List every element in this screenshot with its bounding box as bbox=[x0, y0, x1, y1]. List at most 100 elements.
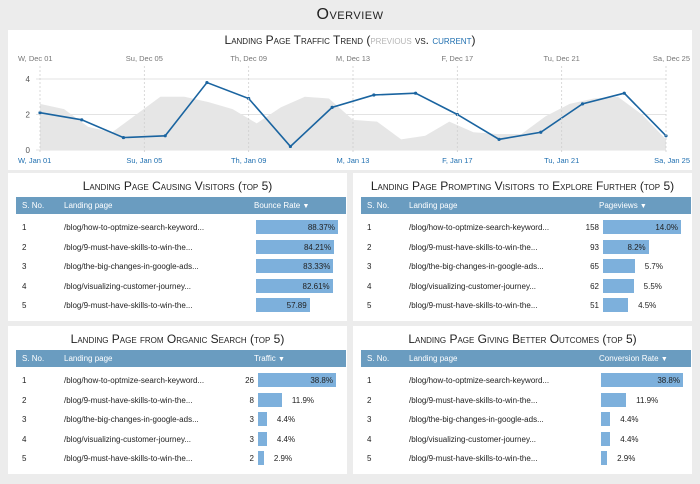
row-landing-page-link[interactable]: /blog/how-to-optmize-search-keyword... bbox=[64, 376, 205, 385]
row-landing-page-link[interactable]: /blog/visualizing-customer-journey... bbox=[64, 281, 192, 291]
current-x-tick-label: F, Jan 17 bbox=[442, 156, 472, 165]
current-point[interactable] bbox=[80, 118, 84, 122]
row-landing-page-link[interactable]: /blog/visualizing-customer-journey... bbox=[64, 434, 192, 444]
row-value-label: 4.4% bbox=[620, 415, 639, 424]
row-landing-page-link[interactable]: /blog/the-big-changes-in-google-ads... bbox=[64, 262, 199, 271]
row-count: 2 bbox=[249, 454, 254, 463]
row-landing-page-link[interactable]: /blog/9-must-have-skills-to-win-the... bbox=[409, 454, 538, 463]
row-sno: 5 bbox=[22, 454, 27, 463]
y-tick-label: 4 bbox=[26, 75, 31, 84]
row-landing-page-link[interactable]: /blog/9-must-have-skills-to-win-the... bbox=[409, 301, 538, 310]
current-point[interactable] bbox=[121, 135, 126, 140]
traffic-trend-title: Landing Page Traffic Trend (previous vs.… bbox=[8, 33, 692, 47]
current-x-tick-label: Su, Jan 05 bbox=[126, 156, 162, 165]
current-point[interactable] bbox=[539, 130, 543, 134]
col-metric-header[interactable]: Bounce Rate ▼ bbox=[254, 201, 309, 210]
row-value-label: 2.9% bbox=[273, 454, 293, 463]
table-row: 2 /blog/9-must-have-skills-to-win-the...… bbox=[361, 390, 691, 410]
col-metric-header[interactable]: Pageviews ▼ bbox=[599, 201, 647, 210]
table-row: 3 /blog/the-big-changes-in-google-ads...… bbox=[16, 409, 346, 429]
current-point[interactable] bbox=[330, 105, 334, 109]
previous-x-tick-label: W, Dec 01 bbox=[18, 54, 53, 63]
row-value-bar bbox=[258, 392, 282, 407]
row-landing-page-link[interactable]: /blog/visualizing-customer-journey... bbox=[409, 434, 537, 444]
sort-desc-icon[interactable]: ▼ bbox=[302, 203, 310, 210]
row-landing-page-link[interactable]: /blog/how-to-optmize-search-keyword... bbox=[409, 376, 550, 385]
col-metric-header[interactable]: Conversion Rate ▼ bbox=[599, 354, 668, 363]
row-sno: 2 bbox=[367, 242, 372, 252]
traffic-trend-chart: 0 2 4 W, Dec 01 Su, Dec 05 Th, Dec 09 M, Dec 1… bbox=[18, 54, 690, 165]
row-sno: 1 bbox=[367, 223, 372, 232]
row-value-bar bbox=[601, 392, 627, 407]
trend-title-current: current bbox=[432, 33, 472, 47]
col-page-header: Landing page bbox=[409, 354, 458, 363]
row-sno: 3 bbox=[22, 415, 27, 424]
trend-title-vs: vs. bbox=[411, 33, 433, 47]
row-sno: 5 bbox=[367, 454, 372, 463]
conversion-rate-panel: Landing Page Giving Better Outcomes (top… bbox=[353, 326, 692, 474]
metric-header-label: Bounce Rate bbox=[254, 201, 301, 210]
row-count: 26 bbox=[245, 376, 254, 385]
row-sno: 5 bbox=[22, 301, 27, 310]
row-count: 65 bbox=[590, 262, 599, 271]
row-count: 158 bbox=[585, 223, 599, 232]
current-point[interactable] bbox=[163, 134, 167, 138]
current-point[interactable] bbox=[580, 102, 585, 106]
row-landing-page-link[interactable]: /blog/how-to-optmize-search-keyword... bbox=[64, 223, 205, 232]
row-landing-page-link[interactable]: /blog/9-must-have-skills-to-win-the... bbox=[64, 301, 193, 310]
table-row: 5 /blog/9-must-have-skills-to-win-the...… bbox=[361, 448, 691, 468]
row-landing-page-link[interactable]: /blog/9-must-have-skills-to-win-the... bbox=[409, 242, 538, 252]
previous-x-tick-label: Th, Dec 09 bbox=[230, 54, 267, 63]
row-sno: 1 bbox=[22, 376, 27, 385]
row-sno: 2 bbox=[367, 395, 372, 405]
row-value-bar bbox=[603, 239, 649, 254]
current-point[interactable] bbox=[622, 91, 626, 95]
row-landing-page-link[interactable]: /blog/the-big-changes-in-google-ads... bbox=[409, 415, 544, 424]
table-row: 5 /blog/9-must-have-skills-to-win-the...… bbox=[16, 448, 346, 468]
row-sno: 1 bbox=[367, 376, 372, 385]
table-title: Landing Page from Organic Search (top 5) bbox=[70, 332, 285, 346]
row-landing-page-link[interactable]: /blog/how-to-optmize-search-keyword... bbox=[409, 223, 550, 232]
row-landing-page-link[interactable]: /blog/visualizing-customer-journey... bbox=[409, 281, 537, 291]
table-row: 2 /blog/9-must-have-skills-to-win-the...… bbox=[16, 237, 346, 257]
y-tick-label: 0 bbox=[26, 146, 31, 155]
row-value-bar bbox=[256, 278, 333, 293]
current-point[interactable] bbox=[205, 80, 209, 85]
sort-desc-icon[interactable]: ▼ bbox=[660, 356, 668, 363]
current-point[interactable] bbox=[38, 111, 42, 115]
row-sno: 2 bbox=[22, 242, 27, 252]
table-body: 1 /blog/how-to-optmize-search-keyword...… bbox=[16, 217, 346, 315]
row-landing-page-link[interactable]: /blog/9-must-have-skills-to-win-the... bbox=[64, 454, 193, 463]
row-value-label: 83.33% bbox=[303, 262, 331, 271]
row-sno: 4 bbox=[367, 434, 372, 444]
current-x-tick-label: M, Jan 13 bbox=[337, 156, 370, 165]
previous-x-tick-label: F, Dec 17 bbox=[441, 54, 473, 63]
row-landing-page-link[interactable]: /blog/the-big-changes-in-google-ads... bbox=[409, 262, 544, 271]
page-title: Overview bbox=[316, 6, 384, 23]
table-row: 4 /blog/visualizing-customer-journey... … bbox=[361, 429, 691, 449]
row-count: 51 bbox=[590, 301, 599, 310]
metric-header-label: Traffic bbox=[254, 354, 276, 363]
table-body: 1 /blog/how-to-optmize-search-keyword...… bbox=[16, 370, 346, 468]
metric-header-label: Conversion Rate bbox=[599, 354, 659, 363]
row-value-label: 82.61% bbox=[302, 281, 330, 291]
current-point[interactable] bbox=[288, 144, 292, 149]
bounce-rate-panel: Landing Page Causing Visitors (top 5) S.… bbox=[8, 173, 347, 321]
row-value-bar bbox=[603, 278, 634, 293]
col-metric-header[interactable]: Traffic ▼ bbox=[254, 354, 285, 363]
col-sno-header: S. No. bbox=[367, 354, 390, 363]
row-value-label: 5.5% bbox=[643, 281, 662, 291]
table-row: 3 /blog/the-big-changes-in-google-ads...… bbox=[16, 256, 346, 276]
row-landing-page-link[interactable]: /blog/the-big-changes-in-google-ads... bbox=[64, 415, 199, 424]
row-value-label: 38.8% bbox=[310, 376, 333, 385]
row-landing-page-link[interactable]: /blog/9-must-have-skills-to-win-the... bbox=[64, 395, 193, 405]
sort-desc-icon[interactable]: ▼ bbox=[278, 356, 285, 363]
current-point[interactable] bbox=[372, 93, 376, 97]
current-point[interactable] bbox=[414, 91, 418, 95]
row-sno: 3 bbox=[367, 415, 372, 424]
table-row: 3 /blog/the-big-changes-in-google-ads...… bbox=[361, 409, 691, 429]
current-point[interactable] bbox=[497, 137, 501, 141]
row-landing-page-link[interactable]: /blog/9-must-have-skills-to-win-the... bbox=[409, 395, 538, 405]
row-landing-page-link[interactable]: /blog/9-must-have-skills-to-win-the... bbox=[64, 242, 193, 252]
sort-desc-icon[interactable]: ▼ bbox=[639, 203, 647, 210]
